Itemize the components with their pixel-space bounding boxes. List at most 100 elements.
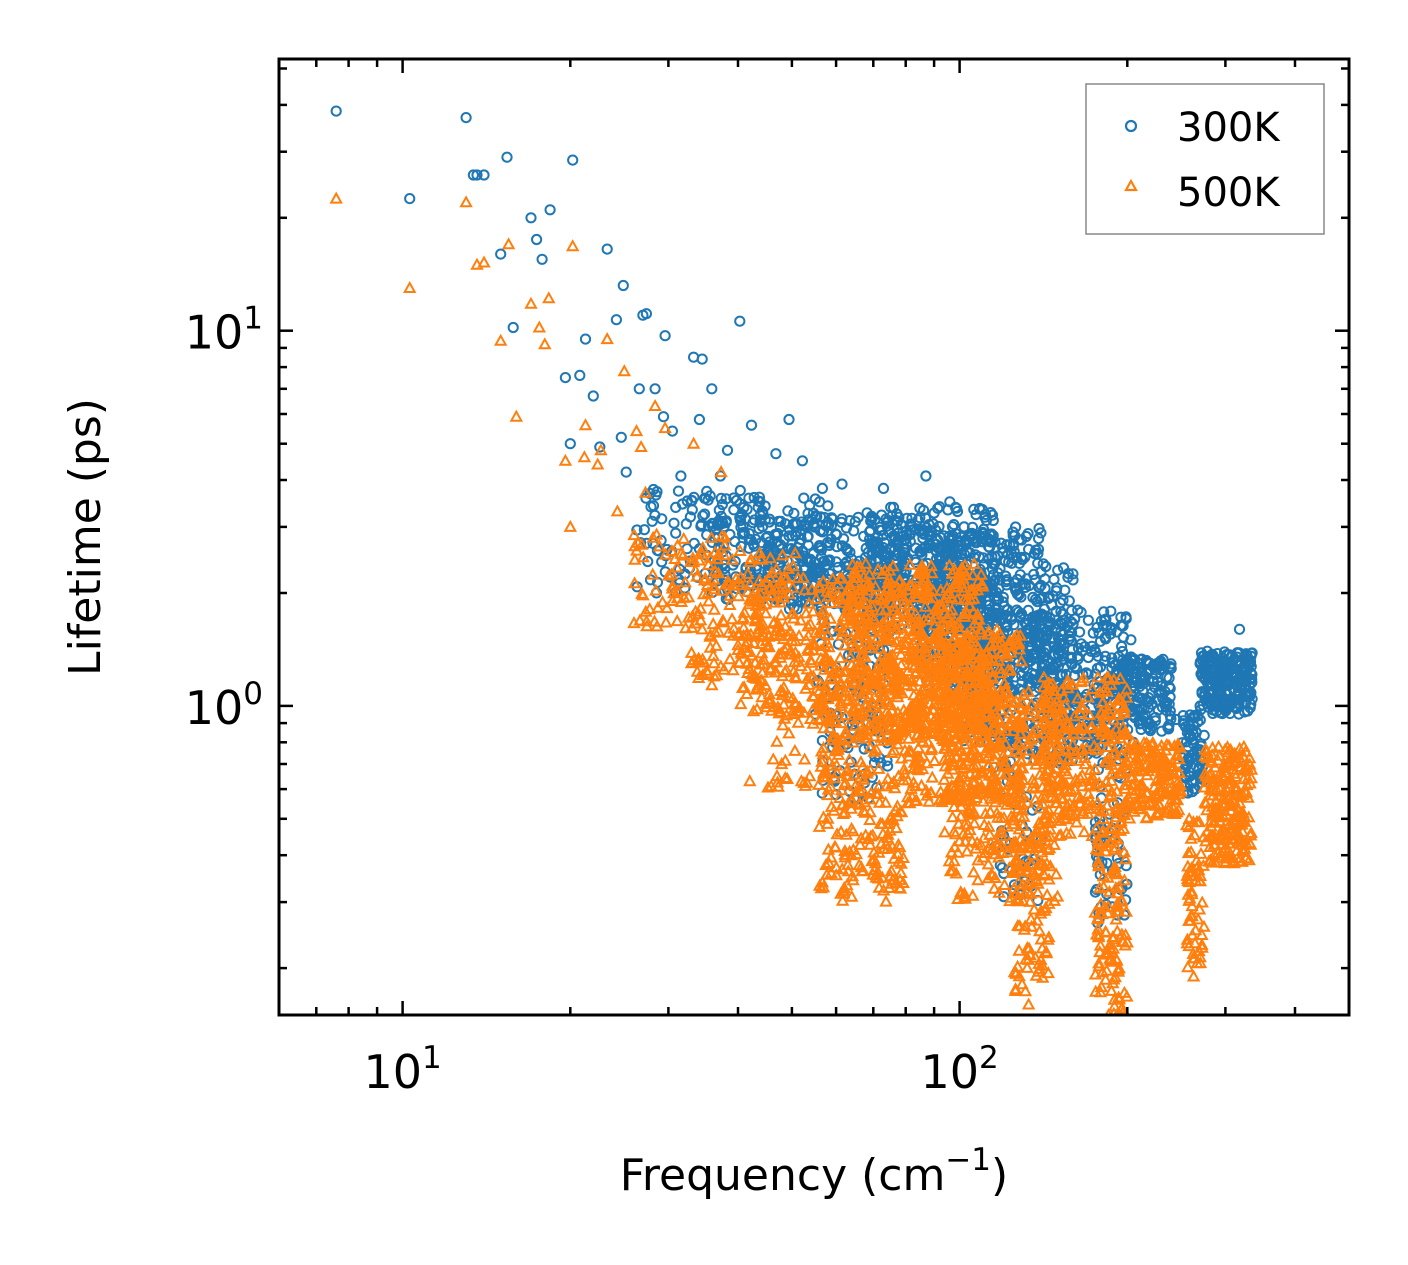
point-500K	[1016, 818, 1030, 831]
point-500K	[816, 574, 830, 587]
point-500K	[864, 700, 878, 713]
point-500K	[758, 678, 772, 691]
point-500K	[806, 604, 820, 617]
point-500K	[758, 597, 773, 610]
point-300K	[1186, 724, 1199, 737]
point-500K	[894, 865, 908, 878]
point-300K	[770, 448, 782, 460]
point-500K	[958, 666, 972, 679]
point-500K	[610, 504, 625, 517]
point-500K	[935, 693, 949, 706]
point-300K	[887, 501, 900, 513]
point-500K	[741, 584, 755, 597]
point-300K	[816, 482, 829, 494]
point-500K	[918, 709, 933, 722]
point-500K	[1022, 703, 1036, 716]
point-500K	[840, 603, 855, 616]
point-300K	[713, 504, 725, 516]
point-300K	[1164, 683, 1176, 695]
point-300K	[734, 484, 746, 497]
point-500K	[737, 605, 752, 618]
point-500K	[853, 797, 867, 810]
point-300K	[1035, 647, 1047, 659]
point-500K	[660, 601, 674, 614]
point-500K	[1031, 885, 1045, 898]
point-500K	[983, 827, 997, 840]
point-500K	[876, 648, 890, 661]
point-500K	[994, 703, 1008, 716]
point-500K	[942, 744, 956, 757]
point-500K	[1036, 866, 1051, 879]
point-300K	[836, 513, 848, 525]
point-500K	[758, 574, 773, 587]
point-300K	[1216, 659, 1228, 671]
point-500K	[960, 592, 974, 605]
point-500K	[788, 743, 802, 756]
point-300K	[984, 541, 996, 554]
point-500K	[834, 628, 849, 641]
point-500K	[703, 550, 717, 563]
point-500K	[737, 620, 751, 633]
point-500K	[953, 687, 967, 700]
point-500K	[775, 548, 790, 561]
point-500K	[743, 592, 757, 605]
point-500K	[798, 583, 812, 596]
point-500K	[1035, 796, 1050, 809]
point-500K	[1017, 687, 1031, 700]
point-500K	[857, 669, 872, 682]
point-500K	[965, 834, 979, 847]
point-500K	[1016, 893, 1030, 906]
point-500K	[731, 589, 746, 602]
point-300K	[1217, 664, 1229, 676]
point-500K	[594, 443, 608, 456]
point-500K	[831, 747, 846, 760]
point-300K	[838, 533, 850, 545]
point-500K	[925, 645, 940, 658]
point-500K	[702, 594, 716, 607]
point-500K	[843, 577, 857, 590]
series-500K	[329, 191, 1259, 1015]
point-300K	[973, 551, 985, 563]
point-500K	[984, 791, 998, 804]
point-500K	[1018, 984, 1033, 997]
point-300K	[923, 538, 935, 550]
point-500K	[707, 656, 721, 669]
point-500K	[833, 571, 847, 584]
point-500K	[824, 799, 839, 812]
point-500K	[1009, 886, 1023, 899]
point-500K	[558, 453, 573, 466]
point-300K	[1028, 616, 1040, 628]
point-500K	[830, 758, 844, 771]
point-300K	[1093, 627, 1105, 639]
point-500K	[895, 725, 909, 738]
point-500K	[847, 767, 861, 780]
point-300K	[762, 530, 774, 542]
point-300K	[1050, 605, 1062, 617]
point-300K	[640, 308, 653, 320]
point-500K	[509, 409, 523, 422]
point-500K	[781, 561, 796, 574]
point-500K	[844, 671, 859, 684]
point-500K	[966, 605, 981, 618]
point-500K	[890, 622, 904, 635]
point-500K	[867, 729, 881, 742]
point-500K	[816, 810, 831, 823]
point-500K	[688, 604, 703, 617]
point-300K	[783, 543, 795, 555]
point-500K	[748, 670, 762, 683]
point-500K	[856, 783, 870, 796]
point-300K	[1013, 606, 1025, 618]
point-500K	[706, 648, 720, 661]
point-500K	[988, 719, 1002, 732]
point-500K	[1021, 997, 1036, 1010]
point-500K	[958, 891, 972, 904]
point-500K	[953, 623, 967, 636]
point-500K	[837, 883, 851, 896]
point-300K	[1064, 630, 1076, 642]
point-500K	[755, 578, 769, 591]
point-300K	[686, 495, 698, 507]
point-300K	[1040, 560, 1052, 573]
point-500K	[1021, 684, 1036, 697]
point-500K	[915, 666, 929, 679]
point-500K	[734, 646, 749, 659]
